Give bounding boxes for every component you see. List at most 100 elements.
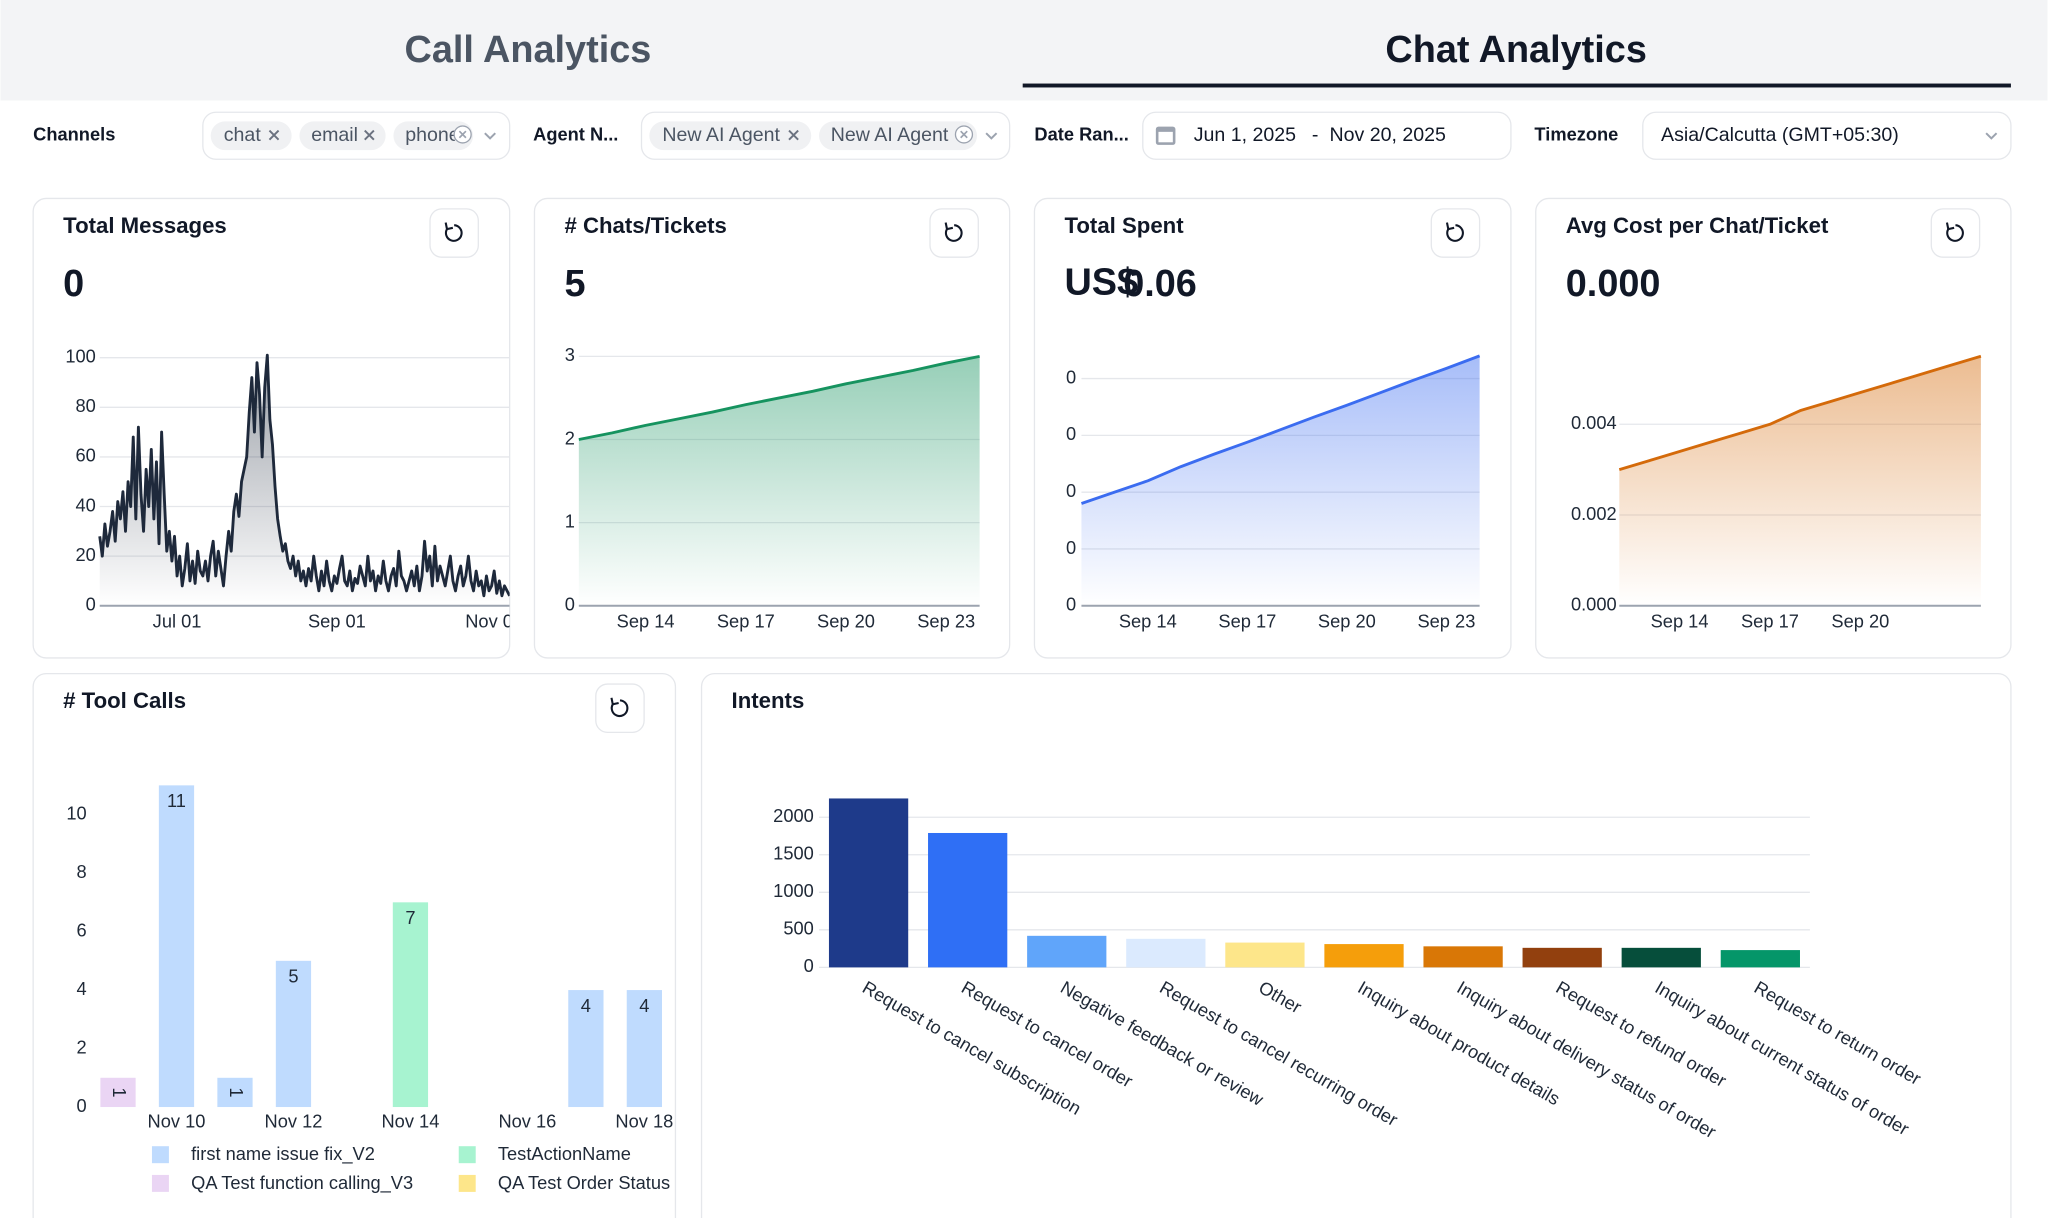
y-tick-label: 0 [1066, 537, 1076, 558]
chip [210, 121, 292, 151]
legend-label[interactable]: first name issue fix_V2 [191, 1143, 375, 1165]
y-tick-label: 8 [77, 861, 87, 882]
x-tick-label: Sep 23 [917, 611, 975, 632]
bar [392, 902, 429, 1108]
legend-swatch [151, 1174, 169, 1192]
bar [626, 990, 662, 1108]
chip [649, 121, 812, 151]
chip-label: New AI Agent [831, 124, 949, 146]
area [1619, 356, 1981, 606]
chip-label: email [311, 124, 358, 146]
y-tick-label: 0 [565, 594, 575, 615]
y-tick-label: 1500 [773, 843, 814, 864]
card-title: Total Spent [1064, 213, 1184, 238]
bar [1126, 938, 1206, 968]
chip-label: New AI Agent [662, 124, 780, 146]
clear-icon [960, 130, 968, 139]
filter-label: Channels [33, 124, 115, 145]
filter-label: Date Ran... [1034, 124, 1128, 145]
y-tick-label: 6 [77, 919, 87, 940]
line [1618, 354, 1982, 472]
x-tick-label: Sep 20 [817, 611, 875, 632]
refresh-icon [1945, 222, 1955, 231]
chip-remove[interactable] [268, 129, 280, 141]
tab[interactable]: Chat Analytics [1385, 29, 1646, 71]
card-title: # Chats/Tickets [564, 213, 726, 238]
bar [100, 1077, 136, 1108]
date-range-picker[interactable] [1142, 111, 1512, 160]
refresh-icon [610, 699, 629, 718]
card-content: # Chats/Tickets 5 0 1 2 3 Sep 14 Sep 17 Sep 20 Se… [564, 208, 980, 632]
bar [1522, 947, 1602, 968]
y-tick-label: 0.000 [1571, 594, 1617, 615]
bar [928, 832, 1008, 968]
date-end: Nov 20, 2025 [1329, 124, 1446, 146]
x-tick-label: Sep 20 [1318, 611, 1376, 632]
y-tick-label: 4 [77, 978, 87, 999]
refresh-button[interactable] [929, 208, 979, 258]
legend-label[interactable]: QA Test function calling_V3 [191, 1172, 413, 1194]
chevron [484, 132, 496, 140]
filter-label: Timezone [1534, 124, 1618, 145]
card-title: # Tool Calls [63, 688, 186, 713]
x-tick-label: Nov 10 [148, 1111, 206, 1132]
card-content: Total Spent US$0.06 0 0 0 0 0 Sep 14 Sep 17 Sep 2… [1064, 208, 1481, 632]
line [578, 354, 980, 441]
bar [1720, 950, 1800, 968]
data-label: 4 [581, 995, 591, 1016]
refresh-icon [1446, 224, 1464, 242]
card-title: Intents [732, 688, 805, 713]
y-tick-label: 500 [783, 918, 813, 939]
clear-icon [458, 130, 467, 139]
x-tick-label: Nov 12 [265, 1111, 323, 1132]
chevron [1985, 132, 1998, 140]
x-tick-label: Sep 14 [1651, 611, 1709, 632]
legend-label[interactable]: QA Test Order Status [498, 1172, 670, 1193]
y-tick-label: 1 [565, 510, 575, 531]
y-tick-label: 2 [77, 1036, 87, 1057]
x-tick-label: Nov 14 [381, 1111, 439, 1132]
chip [819, 121, 978, 151]
bar [217, 1077, 253, 1108]
x-tick-label: Sep 17 [1218, 611, 1276, 632]
y-tick-label: 2 [565, 427, 575, 448]
active-tab-indicator [1022, 83, 2011, 88]
calendar-icon [1158, 131, 1173, 143]
card-content: Avg Cost per Chat/Ticket 0.000 0.000 0.002 0… [1566, 208, 1982, 632]
y-tick-label: 0.004 [1571, 412, 1617, 433]
bar [1423, 946, 1503, 968]
refresh-icon [944, 224, 963, 242]
refresh-icon [444, 224, 463, 242]
y-tick-label: 80 [75, 395, 95, 416]
x-tick-label: Sep 14 [617, 611, 675, 632]
card [32, 672, 677, 1218]
x-tick-label: Jul 01 [153, 611, 202, 632]
refresh-button[interactable] [1930, 208, 1981, 258]
filter-label: Agent N... [533, 124, 618, 145]
tab[interactable]: Call Analytics [405, 29, 652, 71]
select[interactable] [1642, 111, 2012, 160]
x-tick-label: Sep 01 [308, 611, 366, 632]
refresh-icon [1946, 224, 1964, 242]
refresh-button[interactable] [429, 208, 479, 258]
bar [1225, 942, 1305, 968]
y-tick-label: 10 [66, 802, 86, 823]
y-tick-label: 1000 [773, 880, 814, 901]
legend-label[interactable]: TestActionName [498, 1143, 631, 1164]
data-label: 1 [109, 1087, 130, 1097]
refresh-button[interactable] [595, 683, 645, 734]
bar [1621, 947, 1701, 968]
chip-remove[interactable] [364, 129, 375, 141]
x-tick-label: Sep 17 [717, 611, 775, 632]
select-value: Asia/Calcutta (GMT+05:30) [1661, 124, 1899, 146]
chip-remove[interactable] [788, 129, 799, 141]
area [1081, 355, 1480, 606]
refresh-button[interactable] [1430, 208, 1481, 258]
bar [1324, 944, 1404, 968]
card-title: Total Messages [63, 213, 227, 238]
data-label: 5 [288, 966, 298, 987]
y-tick-label: 0 [1066, 366, 1076, 387]
